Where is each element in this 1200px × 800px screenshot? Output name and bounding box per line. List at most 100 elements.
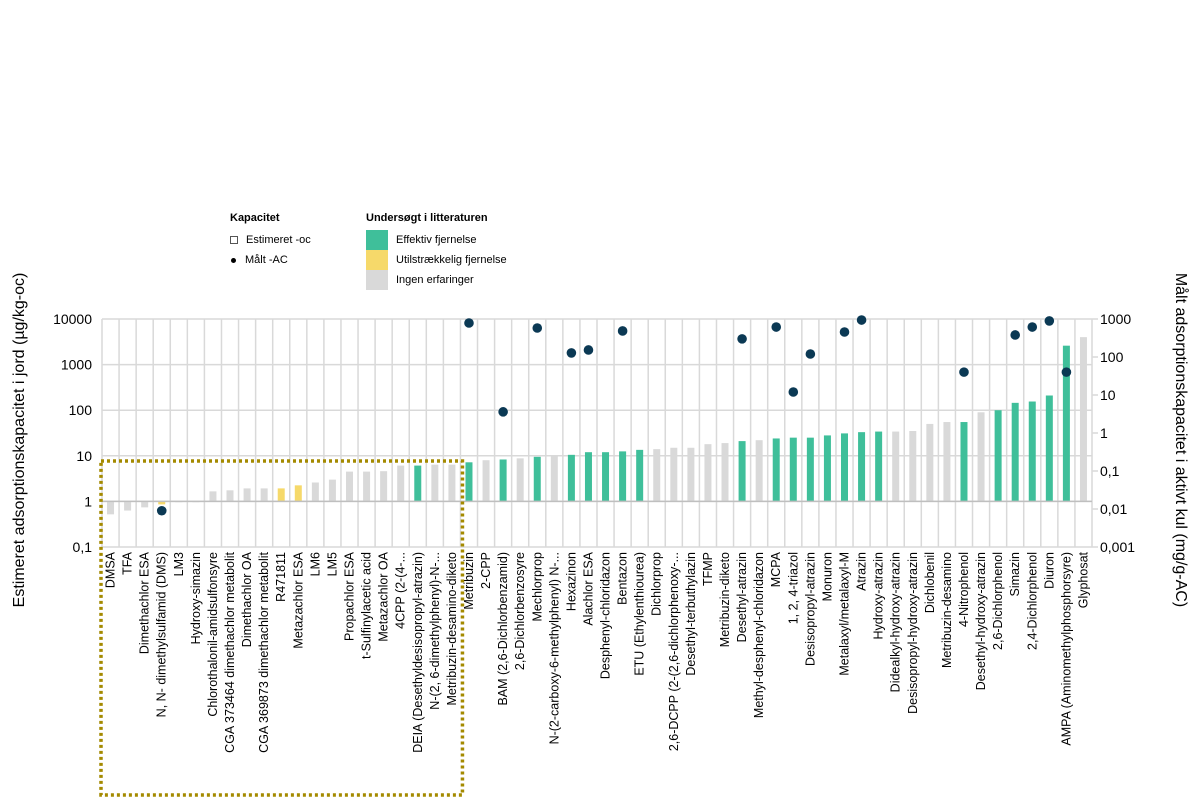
bar bbox=[960, 422, 968, 502]
measured-dot bbox=[856, 315, 867, 325]
x-tick-label: LM3 bbox=[172, 552, 186, 576]
bar bbox=[721, 443, 729, 502]
x-tick-label: CGA 369873 dimethachlor metabolit bbox=[257, 551, 271, 752]
x-tick-label: Dichlobenil bbox=[923, 552, 937, 613]
bar bbox=[789, 437, 797, 502]
y2-tick-label: 100 bbox=[1100, 349, 1124, 365]
measured-dot bbox=[156, 505, 167, 516]
x-tick-label: Dimethachlor OA bbox=[240, 551, 254, 647]
x-tick-label: Metribuzin bbox=[462, 552, 476, 610]
bar bbox=[550, 455, 558, 502]
y2-tick-label: 1000 bbox=[1100, 311, 1131, 327]
x-tick-label: 2,4-Dichlorphenol bbox=[1025, 552, 1039, 650]
legend-none-label: Ingen erfaringer bbox=[396, 274, 474, 286]
bar bbox=[397, 465, 405, 502]
measured-dot bbox=[1044, 316, 1055, 326]
measured-dot bbox=[839, 327, 850, 337]
measured-dot bbox=[1010, 330, 1020, 340]
bar bbox=[602, 452, 610, 502]
legend-capacity-title: Kapacitet bbox=[230, 212, 280, 224]
bar bbox=[875, 431, 883, 502]
x-tick-label: 2,6-Dichlorphenol bbox=[991, 552, 1005, 650]
bar bbox=[516, 458, 524, 502]
measured-dot bbox=[498, 407, 508, 417]
bar bbox=[653, 449, 661, 502]
bar bbox=[994, 410, 1002, 502]
bar bbox=[226, 490, 234, 502]
x-tick-label: Propachlor ESA bbox=[343, 551, 357, 641]
bar bbox=[755, 440, 763, 502]
bar bbox=[124, 501, 132, 511]
measured-dot bbox=[532, 323, 543, 333]
x-tick-label: N-(2, 6-dimethylphenyl)-N-... bbox=[428, 552, 442, 710]
y2-tick-label: 0,001 bbox=[1100, 539, 1135, 555]
y-tick-label: 0,1 bbox=[73, 539, 93, 555]
x-tick-label: Desethyl-terbuthylazin bbox=[684, 552, 698, 676]
bar bbox=[346, 471, 353, 502]
legend-measured-label: Målt -AC bbox=[245, 254, 288, 266]
y-tick-label: 1 bbox=[84, 493, 92, 509]
legend-item-measured: Målt -AC bbox=[230, 250, 311, 270]
x-tick-label: Mechlorprop bbox=[530, 552, 544, 622]
measured-dot bbox=[617, 326, 628, 336]
bar bbox=[584, 452, 592, 502]
y-tick-label: 10000 bbox=[53, 311, 92, 327]
bar bbox=[806, 437, 814, 502]
legend-literature-title: Undersøgt i litteraturen bbox=[366, 212, 488, 224]
x-tick-label: t-Sulfinylacetic acid bbox=[360, 552, 374, 659]
x-tick-label: 2,6-Dichlorbenzosyre bbox=[513, 552, 527, 670]
x-tick-label: Bentazon bbox=[616, 552, 630, 605]
bar bbox=[636, 449, 644, 502]
x-tick-label: N, N- dimethylsulfamid (DMS) bbox=[155, 552, 169, 717]
measured-dot bbox=[464, 318, 474, 328]
bar bbox=[823, 435, 831, 502]
x-tick-label: 2,6-DCPP (2-(2,6-dichlorphenoxy-... bbox=[667, 552, 681, 751]
bar bbox=[363, 471, 371, 502]
x-tick-label: Dichlorprop bbox=[650, 552, 664, 616]
bar bbox=[141, 501, 149, 508]
bar bbox=[926, 423, 934, 502]
y-tick-label: 100 bbox=[69, 402, 93, 418]
x-tick-label: AMPA (Aminomethylphosphorsyre) bbox=[1059, 552, 1073, 746]
measured-dot bbox=[737, 334, 747, 344]
legend-item-insufficient: Utilstrækkelig fjernelse bbox=[366, 250, 507, 270]
x-tick-label: Hexazinon bbox=[564, 552, 578, 611]
bar bbox=[260, 488, 268, 502]
bar bbox=[670, 447, 678, 502]
bar bbox=[1079, 337, 1087, 502]
x-tick-label: LM6 bbox=[308, 552, 322, 576]
x-tick-label: ETU (Ethylenthiourea) bbox=[633, 552, 647, 676]
bar bbox=[738, 441, 746, 502]
legend-estimated-label: Estimeret -oc bbox=[246, 234, 311, 246]
bar bbox=[619, 451, 627, 502]
x-tick-label: BAM (2,6-Dichlorbenzamid) bbox=[496, 552, 510, 706]
x-tick-label: Alachlor ESA bbox=[581, 551, 595, 625]
x-tick-label: 4CPP (2-(4-... bbox=[394, 552, 408, 629]
x-tick-label: LM5 bbox=[325, 552, 339, 576]
measured-dot bbox=[771, 322, 782, 332]
bar bbox=[499, 459, 507, 502]
bar bbox=[328, 479, 336, 502]
measured-dot bbox=[1027, 322, 1038, 332]
bar bbox=[892, 431, 900, 502]
y-tick-label: 10 bbox=[76, 448, 92, 464]
legend-item-estimated: Estimeret -oc bbox=[230, 230, 311, 250]
bar bbox=[294, 485, 302, 502]
bar bbox=[704, 444, 712, 502]
bar bbox=[943, 422, 951, 502]
y-tick-label: 1000 bbox=[61, 357, 92, 373]
square-marker-icon bbox=[230, 236, 238, 244]
x-tick-label: MCPA bbox=[769, 551, 783, 587]
y2-tick-label: 0,1 bbox=[1100, 463, 1120, 479]
insufficient-swatch bbox=[366, 250, 388, 270]
measured-dot bbox=[583, 345, 594, 355]
y2-tick-label: 10 bbox=[1100, 387, 1116, 403]
x-tick-label: Metalaxyl/metalaxyl-M bbox=[838, 552, 852, 676]
bar bbox=[977, 412, 985, 502]
x-tick-label: Hydroxy-simazin bbox=[189, 552, 203, 644]
bar bbox=[158, 501, 166, 505]
x-tick-label: Didealkyl-hydroxy-atrazin bbox=[889, 552, 903, 692]
x-tick-label: CGA 373464 dimethachlor metabolit bbox=[223, 551, 237, 752]
measured-dot bbox=[805, 349, 816, 359]
x-tick-label: R471811 bbox=[274, 552, 288, 602]
